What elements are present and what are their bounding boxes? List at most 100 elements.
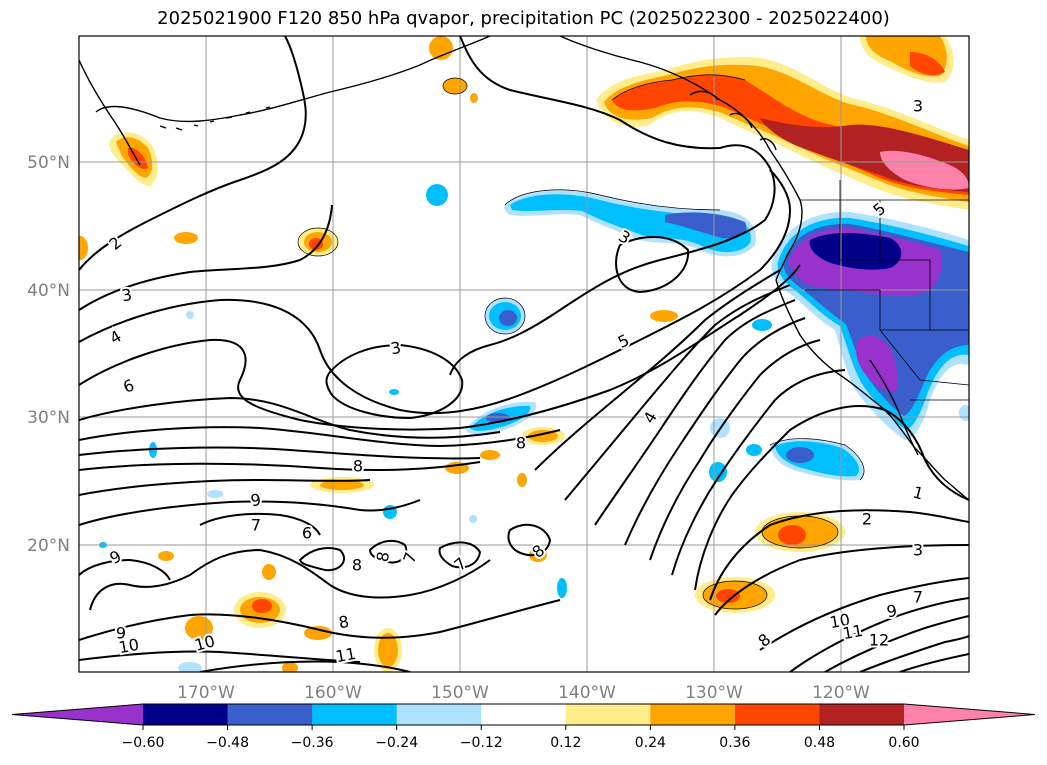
colorbar-tick-label: 0.24 xyxy=(635,735,666,751)
colorbar-tick-label: −0.36 xyxy=(291,735,334,751)
contour-label: 10 xyxy=(117,635,140,657)
contour-label: 8 xyxy=(352,556,362,575)
contour-label: 9 xyxy=(116,624,126,643)
contour-line xyxy=(449,36,776,376)
longitude-label: 150°W xyxy=(431,683,489,703)
colorbar-tick-label: −0.12 xyxy=(460,735,503,751)
contour-line xyxy=(199,660,411,672)
contour-label: 8 xyxy=(353,457,363,476)
precip-patch xyxy=(809,233,902,270)
contour-label: 3 xyxy=(913,541,923,560)
precip-patch xyxy=(855,335,898,392)
contour-line xyxy=(79,446,481,460)
precip-patch xyxy=(174,232,198,244)
latitude-labels: 50°N 40°N 30°N 20°N xyxy=(27,153,70,556)
contour-label: 11 xyxy=(334,644,357,666)
contour-line xyxy=(709,509,969,601)
contour-line xyxy=(79,204,333,311)
precip-patch xyxy=(158,551,174,561)
colorbar-segment xyxy=(227,704,313,725)
precip-patch xyxy=(304,626,332,640)
precip-patch xyxy=(517,473,527,487)
longitude-label: 130°W xyxy=(685,683,743,703)
precip-negative-patches xyxy=(99,184,969,672)
coastline-alaska-west xyxy=(79,59,141,166)
precip-patch xyxy=(716,589,740,603)
border-line xyxy=(805,289,930,331)
gridlines xyxy=(79,36,969,672)
colorbar-tick-label: 0.48 xyxy=(804,735,835,751)
precip-outline xyxy=(442,77,468,95)
precip-patch xyxy=(650,310,678,322)
precip-outline xyxy=(484,297,526,335)
colorbar-tick-label: −0.60 xyxy=(122,735,165,751)
latitude-label: 50°N xyxy=(27,153,70,173)
colorbar-tick-label: 0.60 xyxy=(888,735,919,751)
contour-line xyxy=(79,558,171,581)
contour-line xyxy=(79,478,371,496)
contour-line xyxy=(615,236,690,294)
precip-patch xyxy=(665,212,747,239)
contour-line xyxy=(325,343,464,420)
contour-line xyxy=(507,523,552,557)
coastline-bc-islands xyxy=(689,90,777,151)
precip-patch xyxy=(786,447,814,463)
contour-line xyxy=(79,36,307,271)
precip-patch xyxy=(499,310,517,326)
contour-line xyxy=(564,284,791,501)
contour-line xyxy=(79,461,481,471)
coastline-alaska xyxy=(95,36,491,123)
coastline-baja xyxy=(869,359,919,456)
colorbar-tick-label: −0.48 xyxy=(206,735,249,751)
contour-line xyxy=(649,339,821,561)
latitude-label: 40°N xyxy=(27,281,70,301)
contour-line xyxy=(199,512,321,536)
contour-line xyxy=(79,396,501,439)
contour-label: 11 xyxy=(841,621,864,643)
colorbar-segment xyxy=(143,704,229,725)
longitude-label: 170°W xyxy=(177,683,235,703)
contour-line xyxy=(438,541,482,569)
precip-patch xyxy=(746,444,762,456)
precip-patch xyxy=(469,515,477,523)
precip-outlines xyxy=(297,74,865,610)
contour-line xyxy=(594,299,796,526)
contour-line xyxy=(79,264,801,431)
coastlines xyxy=(79,36,969,501)
precip-patch xyxy=(426,184,448,206)
precip-patch xyxy=(262,564,276,580)
precip-patch xyxy=(443,78,467,94)
precip-patch xyxy=(510,194,751,253)
precip-patch xyxy=(557,578,567,598)
precip-patch xyxy=(910,52,945,76)
longitude-label: 120°W xyxy=(812,683,870,703)
coastline-aleutian xyxy=(159,106,271,131)
contour-label: 6 xyxy=(302,524,312,543)
contour-label: 7 xyxy=(251,516,261,535)
contour-line xyxy=(759,577,969,651)
coastline-alaska-gulf xyxy=(559,36,803,281)
colorbar-segment xyxy=(481,704,567,725)
precip-patch xyxy=(207,490,223,498)
colorbar-segment xyxy=(650,704,736,725)
colorbar-segment xyxy=(396,704,482,725)
precip-patch xyxy=(282,662,298,672)
contour-line xyxy=(624,317,806,546)
precip-patch xyxy=(880,150,969,190)
contour-line xyxy=(824,615,969,672)
colorbar-segment xyxy=(565,704,651,725)
colorbar-tick-label: −0.24 xyxy=(375,735,418,751)
contour-line xyxy=(89,548,491,611)
contour-label: 3 xyxy=(913,97,923,116)
contour-line xyxy=(789,597,969,672)
precip-positive-patches xyxy=(79,36,969,672)
contour-line xyxy=(714,544,969,616)
precip-patch xyxy=(389,389,399,395)
precip-patch xyxy=(778,525,806,545)
contour-label: 7 xyxy=(913,588,923,607)
contour-label: 8 xyxy=(516,434,526,453)
contour-line xyxy=(671,369,846,576)
precip-patch xyxy=(186,311,194,319)
precip-patch xyxy=(252,599,272,613)
